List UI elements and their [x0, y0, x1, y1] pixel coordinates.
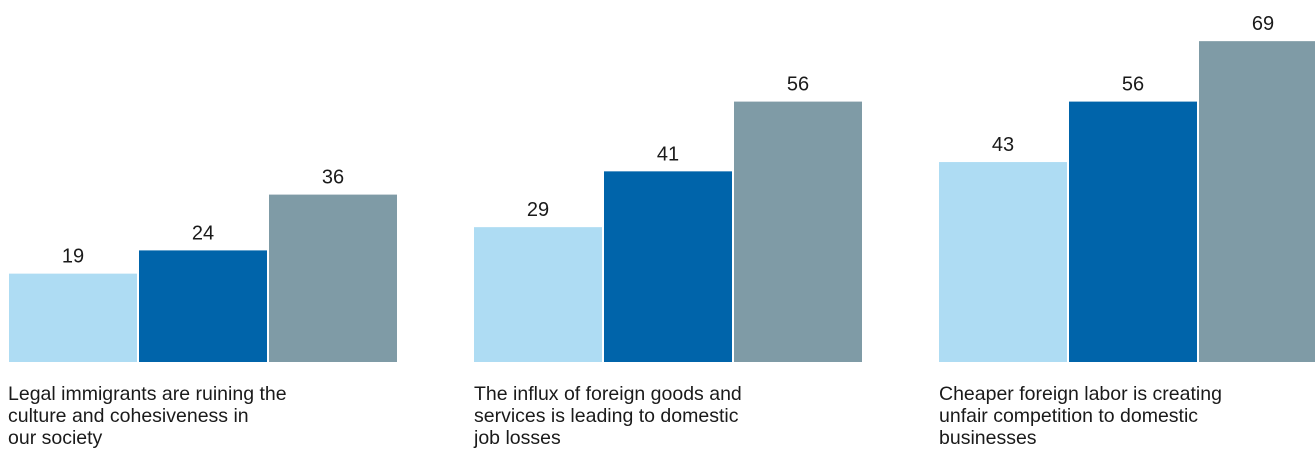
- value-label-cat1-series3: 36: [322, 167, 344, 189]
- value-label-cat3-series2: 56: [1122, 74, 1144, 96]
- value-label-cat2-series1: 29: [527, 199, 549, 221]
- bar-cat3-series1: [939, 162, 1067, 362]
- bars-layer: [9, 41, 1315, 363]
- bar-cat2-series1: [474, 227, 602, 362]
- bar-cat2-series2: [604, 171, 732, 362]
- value-label-cat3-series1: 43: [992, 134, 1014, 156]
- bar-cat2-series3: [734, 101, 862, 362]
- bar-cat1-series2: [139, 250, 267, 362]
- value-label-cat1-series1: 19: [62, 246, 84, 268]
- category-label-2: The influx of foreign goods and services…: [474, 383, 742, 449]
- value-label-cat1-series2: 24: [192, 222, 214, 244]
- value-label-cat3-series3: 69: [1252, 13, 1274, 35]
- value-labels-layer: 19 24 36 29 41 56 43 56 69: [62, 13, 1274, 268]
- value-label-cat2-series2: 41: [657, 143, 679, 165]
- category-label-1: Legal immigrants are ruining the culture…: [8, 383, 287, 449]
- bar-cat3-series2: [1069, 101, 1197, 362]
- category-label-3: Cheaper foreign labor is creating unfair…: [939, 383, 1222, 449]
- bar-cat1-series3: [269, 194, 397, 362]
- value-label-cat2-series3: 56: [787, 74, 809, 96]
- bar-cat3-series3: [1199, 41, 1315, 363]
- bar-cat1-series1: [9, 273, 137, 362]
